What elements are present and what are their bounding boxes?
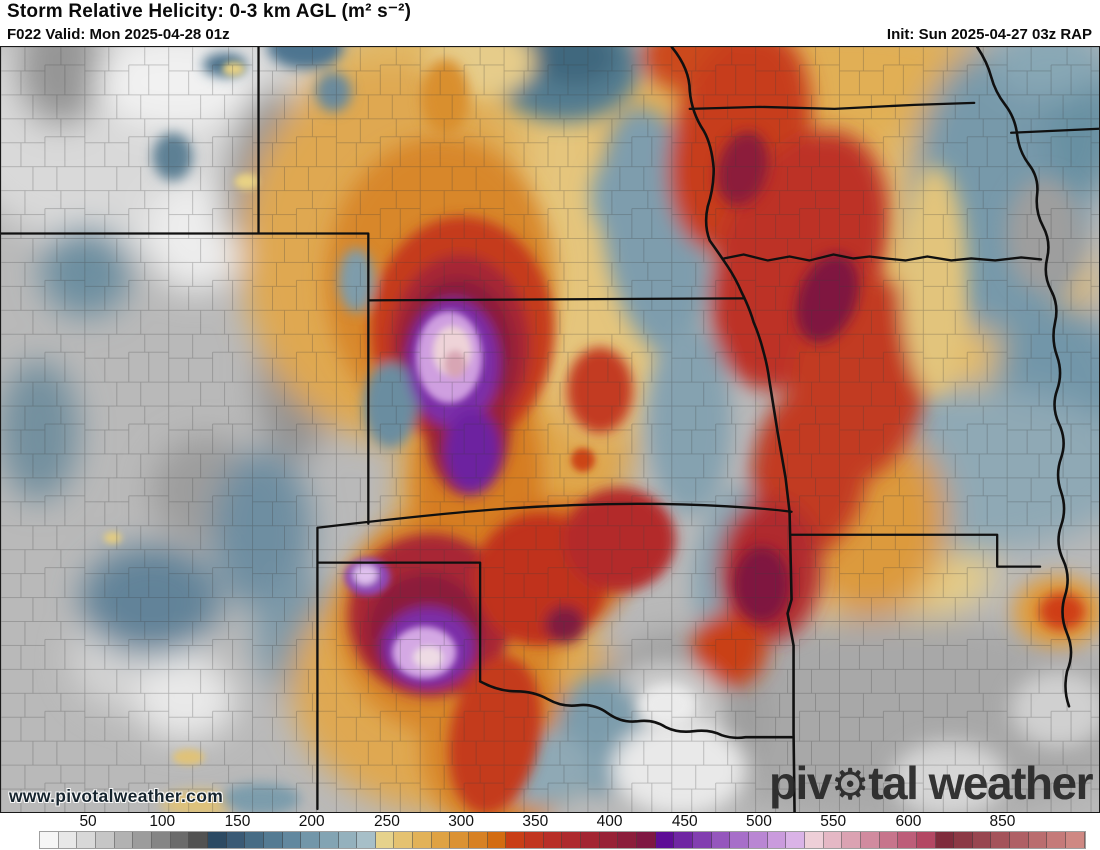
gear-icon: ⚙ (830, 761, 870, 809)
colorbar-tick-label: 550 (820, 813, 847, 830)
colorbar-segment (842, 832, 861, 848)
colorbar-segment (543, 832, 563, 848)
wisconsin-illinois-border (1010, 127, 1099, 134)
colorbar-segment (767, 832, 787, 848)
init-time-label: Init: Sun 2025-04-27 03z RAP (886, 26, 1092, 43)
colorbar-segment (245, 832, 264, 848)
colorbar-segment (804, 832, 824, 848)
minnesota-iowa-border (688, 101, 976, 110)
colorbar-strip (39, 831, 1086, 849)
red-river-border (478, 680, 793, 740)
colorbar-tick-label: 200 (298, 813, 325, 830)
iowa-missouri-border (722, 253, 1043, 262)
colorbar-segment (972, 832, 992, 848)
colorbar: 50 100 150 200 250 300 350 400 450 500 550 600 850 (39, 813, 1086, 850)
colorbar-tick-label: 450 (671, 813, 698, 830)
colorbar-segment (413, 832, 432, 848)
colorbar-tick-label: 600 (895, 813, 922, 830)
colorbar-segment (40, 832, 59, 848)
colorbar-tick-label: 100 (149, 813, 176, 830)
colorbar-segment (786, 832, 805, 848)
colorbar-segment (525, 832, 544, 848)
colorbar-segment (394, 832, 414, 848)
colorbar-segment (114, 832, 134, 848)
colorbar-segment (170, 832, 190, 848)
colorbar-segment (674, 832, 693, 848)
colorbar-segment (618, 832, 637, 848)
colorbar-tick-label: 500 (746, 813, 772, 830)
colorbar-segment (375, 832, 395, 848)
colorbar-segment (189, 832, 208, 848)
page-title: Storm Relative Helicity: 0-3 km AGL (m² … (7, 1, 412, 22)
colorbar-segment (581, 832, 600, 848)
colorbar-segment (431, 832, 451, 848)
colorbar-segment (879, 832, 899, 848)
colorbar-segment (77, 832, 96, 848)
colorbar-segment (1010, 832, 1029, 848)
colorbar-segment (655, 832, 675, 848)
valid-time-label: F022 Valid: Mon 2025-04-28 01z (7, 26, 230, 43)
colorbar-segment (730, 832, 749, 848)
colorbar-segment (1066, 832, 1085, 848)
colorbar-segment (450, 832, 470, 848)
colorbar-segment (916, 832, 936, 848)
colorbar-segment (95, 832, 115, 848)
missouri-river-border (670, 47, 796, 812)
colorbar-segment (469, 832, 488, 848)
colorbar-segment (823, 832, 843, 848)
colorbar-segment (487, 832, 507, 848)
logo-text-post: tal weather (868, 757, 1093, 809)
colorbar-segment (860, 832, 880, 848)
colorbar-tick-label: 50 (79, 813, 97, 830)
colorbar-segment (599, 832, 619, 848)
colorbar-segment (692, 832, 712, 848)
colorbar-segment (898, 832, 917, 848)
logo-text-pre: piv (768, 757, 832, 809)
helicity-map (0, 46, 1100, 813)
colorbar-segment (319, 832, 339, 848)
colorbar-segment (357, 832, 376, 848)
colorbar-segment (133, 832, 152, 848)
state-borders (1, 47, 1099, 812)
watermark: www.pivotalweather.com (9, 786, 224, 806)
county-lines (1, 47, 1099, 812)
colorbar-segment (1028, 832, 1048, 848)
colorbar-tick-label: 350 (522, 813, 549, 830)
colorbar-tick-label: 150 (224, 813, 251, 830)
colorbar-segment (954, 832, 973, 848)
colorbar-segment (263, 832, 283, 848)
colorbar-segment (991, 832, 1011, 848)
colorbar-segment (1047, 832, 1067, 848)
colorbar-tick-label: 300 (448, 813, 475, 830)
colorbar-tick-label: 250 (374, 813, 400, 830)
colorbar-tick-label: 850 (989, 813, 1016, 830)
colorbar-segment (207, 832, 227, 848)
colorbar-segment (58, 832, 78, 848)
colorbar-segment (637, 832, 656, 848)
colorbar-segment (338, 832, 358, 848)
colorbar-ticks: 50 100 150 200 250 300 350 400 450 500 550 600 850 (40, 813, 1085, 832)
colorbar-segment (748, 832, 768, 848)
colorbar-tick-label: 400 (596, 813, 623, 830)
colorbar-segment (301, 832, 320, 848)
pivotal-weather-logo: piv⚙tal weather (768, 757, 1094, 809)
colorbar-segment (711, 832, 731, 848)
mississippi-river-border (975, 47, 1073, 708)
colorbar-segment (151, 832, 171, 848)
colorbar-segment (506, 832, 526, 848)
colorbar-segment (935, 832, 955, 848)
colorbar-segment (282, 832, 302, 848)
colorbar-segment (562, 832, 582, 848)
colorbar-segment (226, 832, 246, 848)
map-canvas (1, 47, 1099, 812)
